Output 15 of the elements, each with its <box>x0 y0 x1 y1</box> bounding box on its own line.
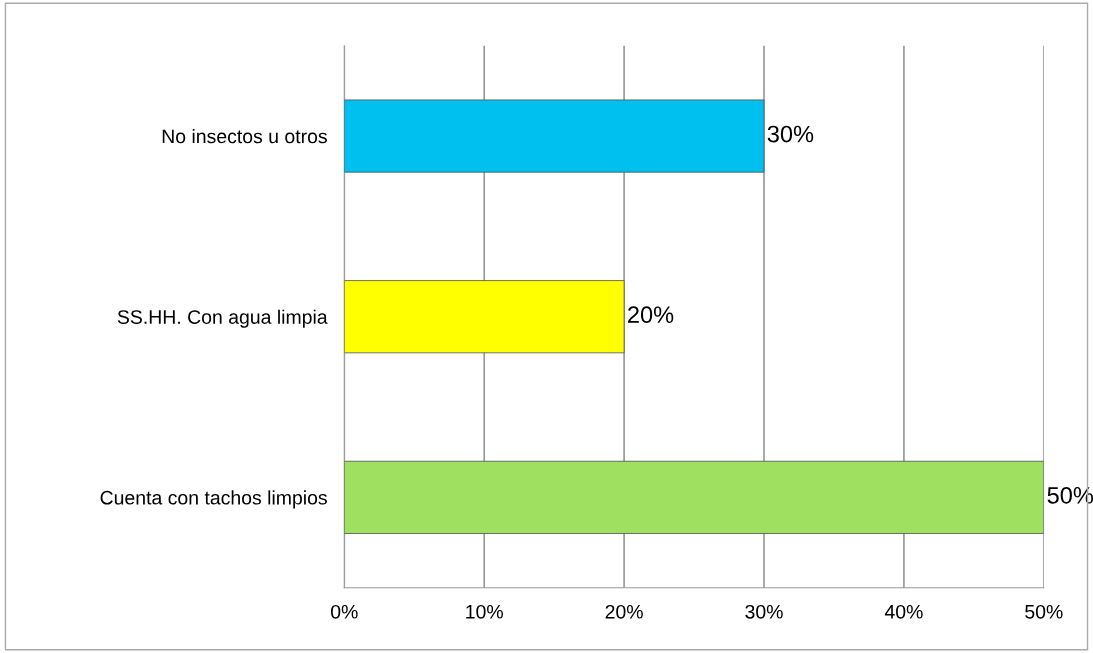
x-tick-label: 0% <box>331 604 358 619</box>
x-tick-label: 10% <box>466 604 503 619</box>
x-tick-label: 30% <box>745 604 783 619</box>
y-tick-label: Cuenta con tachos limpios <box>100 490 327 509</box>
x-tick-label: 20% <box>605 604 643 619</box>
x-tick-label: 50% <box>1025 604 1063 619</box>
bar <box>344 99 765 173</box>
data-label: 20% <box>628 306 674 324</box>
data-label: 30% <box>767 125 814 143</box>
y-tick-label: SS.HH. Con agua limpia <box>117 309 328 328</box>
bar <box>344 460 1044 534</box>
x-tick-label: 40% <box>884 604 923 619</box>
bar <box>344 280 625 354</box>
data-label: 50% <box>1047 486 1093 504</box>
y-tick-label: No insectos u otros <box>162 129 327 144</box>
